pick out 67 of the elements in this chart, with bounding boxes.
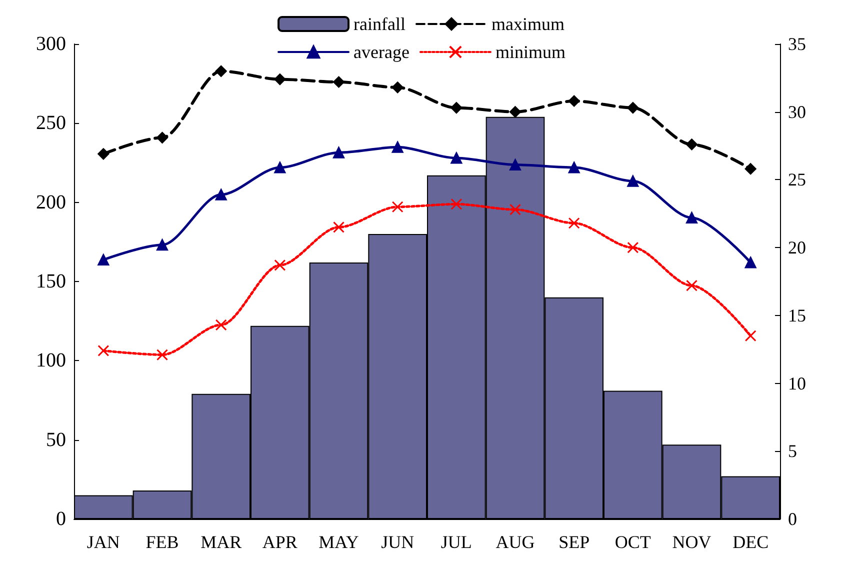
x-tick-label: JUL	[440, 532, 472, 552]
y-tick-label: 0	[56, 508, 66, 530]
point	[744, 330, 756, 342]
y-tick-label: 100	[36, 350, 66, 372]
point	[98, 254, 110, 266]
y-tick-label: 200	[36, 191, 66, 214]
x-tick-label: DEC	[732, 532, 769, 552]
y2-tick-label: 30	[788, 102, 806, 122]
y2-tick-label: 25	[788, 170, 806, 190]
y2-tick-label: 5	[788, 441, 797, 462]
point	[333, 221, 344, 233]
y-tick-label: 150	[36, 270, 66, 292]
point	[333, 146, 344, 158]
point	[568, 95, 580, 107]
point	[450, 152, 462, 164]
y2-tick-label: 10	[788, 373, 806, 394]
point	[274, 259, 286, 271]
point	[274, 74, 286, 86]
y-tick-label: 300	[36, 33, 66, 55]
point	[274, 162, 286, 174]
point	[686, 280, 698, 292]
x-tick-label: OCT	[614, 532, 651, 552]
legend-label: average	[354, 42, 410, 62]
point	[627, 102, 639, 114]
y2-tick-label: 20	[788, 238, 806, 258]
point	[156, 349, 168, 361]
legend-label: minimum	[495, 42, 566, 62]
point	[510, 159, 521, 171]
y-tick-label: 250	[36, 112, 66, 134]
point	[744, 163, 756, 175]
point	[333, 76, 344, 88]
y2-tick-label: 0	[788, 509, 797, 529]
x-tick-label: JUN	[381, 532, 414, 552]
point	[215, 319, 227, 331]
point	[510, 204, 521, 216]
point	[98, 344, 110, 356]
point	[450, 198, 462, 210]
point	[627, 175, 639, 187]
x-tick-label: JAN	[86, 532, 120, 552]
point	[510, 106, 521, 118]
point	[98, 148, 110, 160]
x-tick-label: MAY	[318, 532, 359, 552]
y-tick-label: 50	[46, 428, 66, 451]
point	[568, 217, 580, 229]
point	[686, 138, 698, 150]
x-tick-label: APR	[262, 532, 298, 552]
point	[156, 239, 168, 251]
point	[392, 82, 404, 94]
point	[744, 256, 756, 268]
point	[392, 141, 404, 153]
x-tick-label: AUG	[496, 532, 535, 552]
legend-label: rainfall	[354, 14, 406, 34]
point	[450, 102, 462, 114]
x-tick-label: NOV	[672, 532, 712, 552]
legend-label: maximum	[491, 14, 564, 34]
point	[215, 188, 227, 200]
point	[568, 162, 580, 174]
x-tick-label: SEP	[558, 532, 590, 552]
point	[686, 212, 698, 224]
point	[156, 132, 168, 144]
x-tick-label: FEB	[146, 532, 179, 552]
point	[392, 201, 404, 213]
y2-tick-label: 35	[788, 34, 806, 54]
point	[627, 242, 639, 254]
point	[215, 65, 227, 77]
x-tick-label: MAR	[200, 532, 242, 552]
y2-tick-label: 15	[788, 305, 806, 326]
